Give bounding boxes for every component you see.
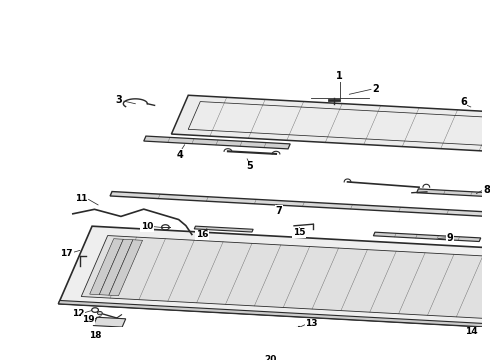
Polygon shape: [416, 189, 490, 200]
Polygon shape: [373, 232, 481, 242]
Polygon shape: [58, 301, 490, 328]
Text: 8: 8: [484, 185, 490, 195]
Text: 5: 5: [246, 161, 253, 171]
Text: 3: 3: [115, 95, 122, 105]
Text: 2: 2: [372, 84, 379, 94]
Polygon shape: [172, 95, 490, 153]
Text: 16: 16: [196, 230, 208, 239]
Text: 18: 18: [89, 331, 102, 340]
Text: 12: 12: [72, 309, 84, 318]
Text: 17: 17: [60, 248, 73, 257]
Circle shape: [98, 311, 102, 315]
Polygon shape: [109, 240, 143, 296]
Polygon shape: [110, 192, 490, 217]
Text: 6: 6: [460, 97, 467, 107]
Polygon shape: [81, 235, 490, 319]
Polygon shape: [402, 108, 490, 120]
Polygon shape: [144, 136, 290, 149]
Polygon shape: [194, 226, 253, 232]
Polygon shape: [58, 226, 490, 328]
Text: 7: 7: [276, 206, 282, 216]
Text: 19: 19: [81, 315, 94, 324]
Polygon shape: [93, 317, 126, 327]
Polygon shape: [90, 239, 123, 295]
Text: 20: 20: [264, 355, 276, 360]
Text: 1: 1: [336, 71, 343, 81]
Text: 15: 15: [293, 229, 305, 238]
Text: 13: 13: [305, 319, 318, 328]
Text: 4: 4: [176, 149, 183, 159]
Text: 11: 11: [75, 194, 88, 203]
Text: 9: 9: [447, 233, 454, 243]
Text: 14: 14: [465, 327, 478, 336]
Circle shape: [448, 329, 454, 333]
Polygon shape: [99, 239, 133, 295]
Text: 10: 10: [141, 222, 153, 231]
